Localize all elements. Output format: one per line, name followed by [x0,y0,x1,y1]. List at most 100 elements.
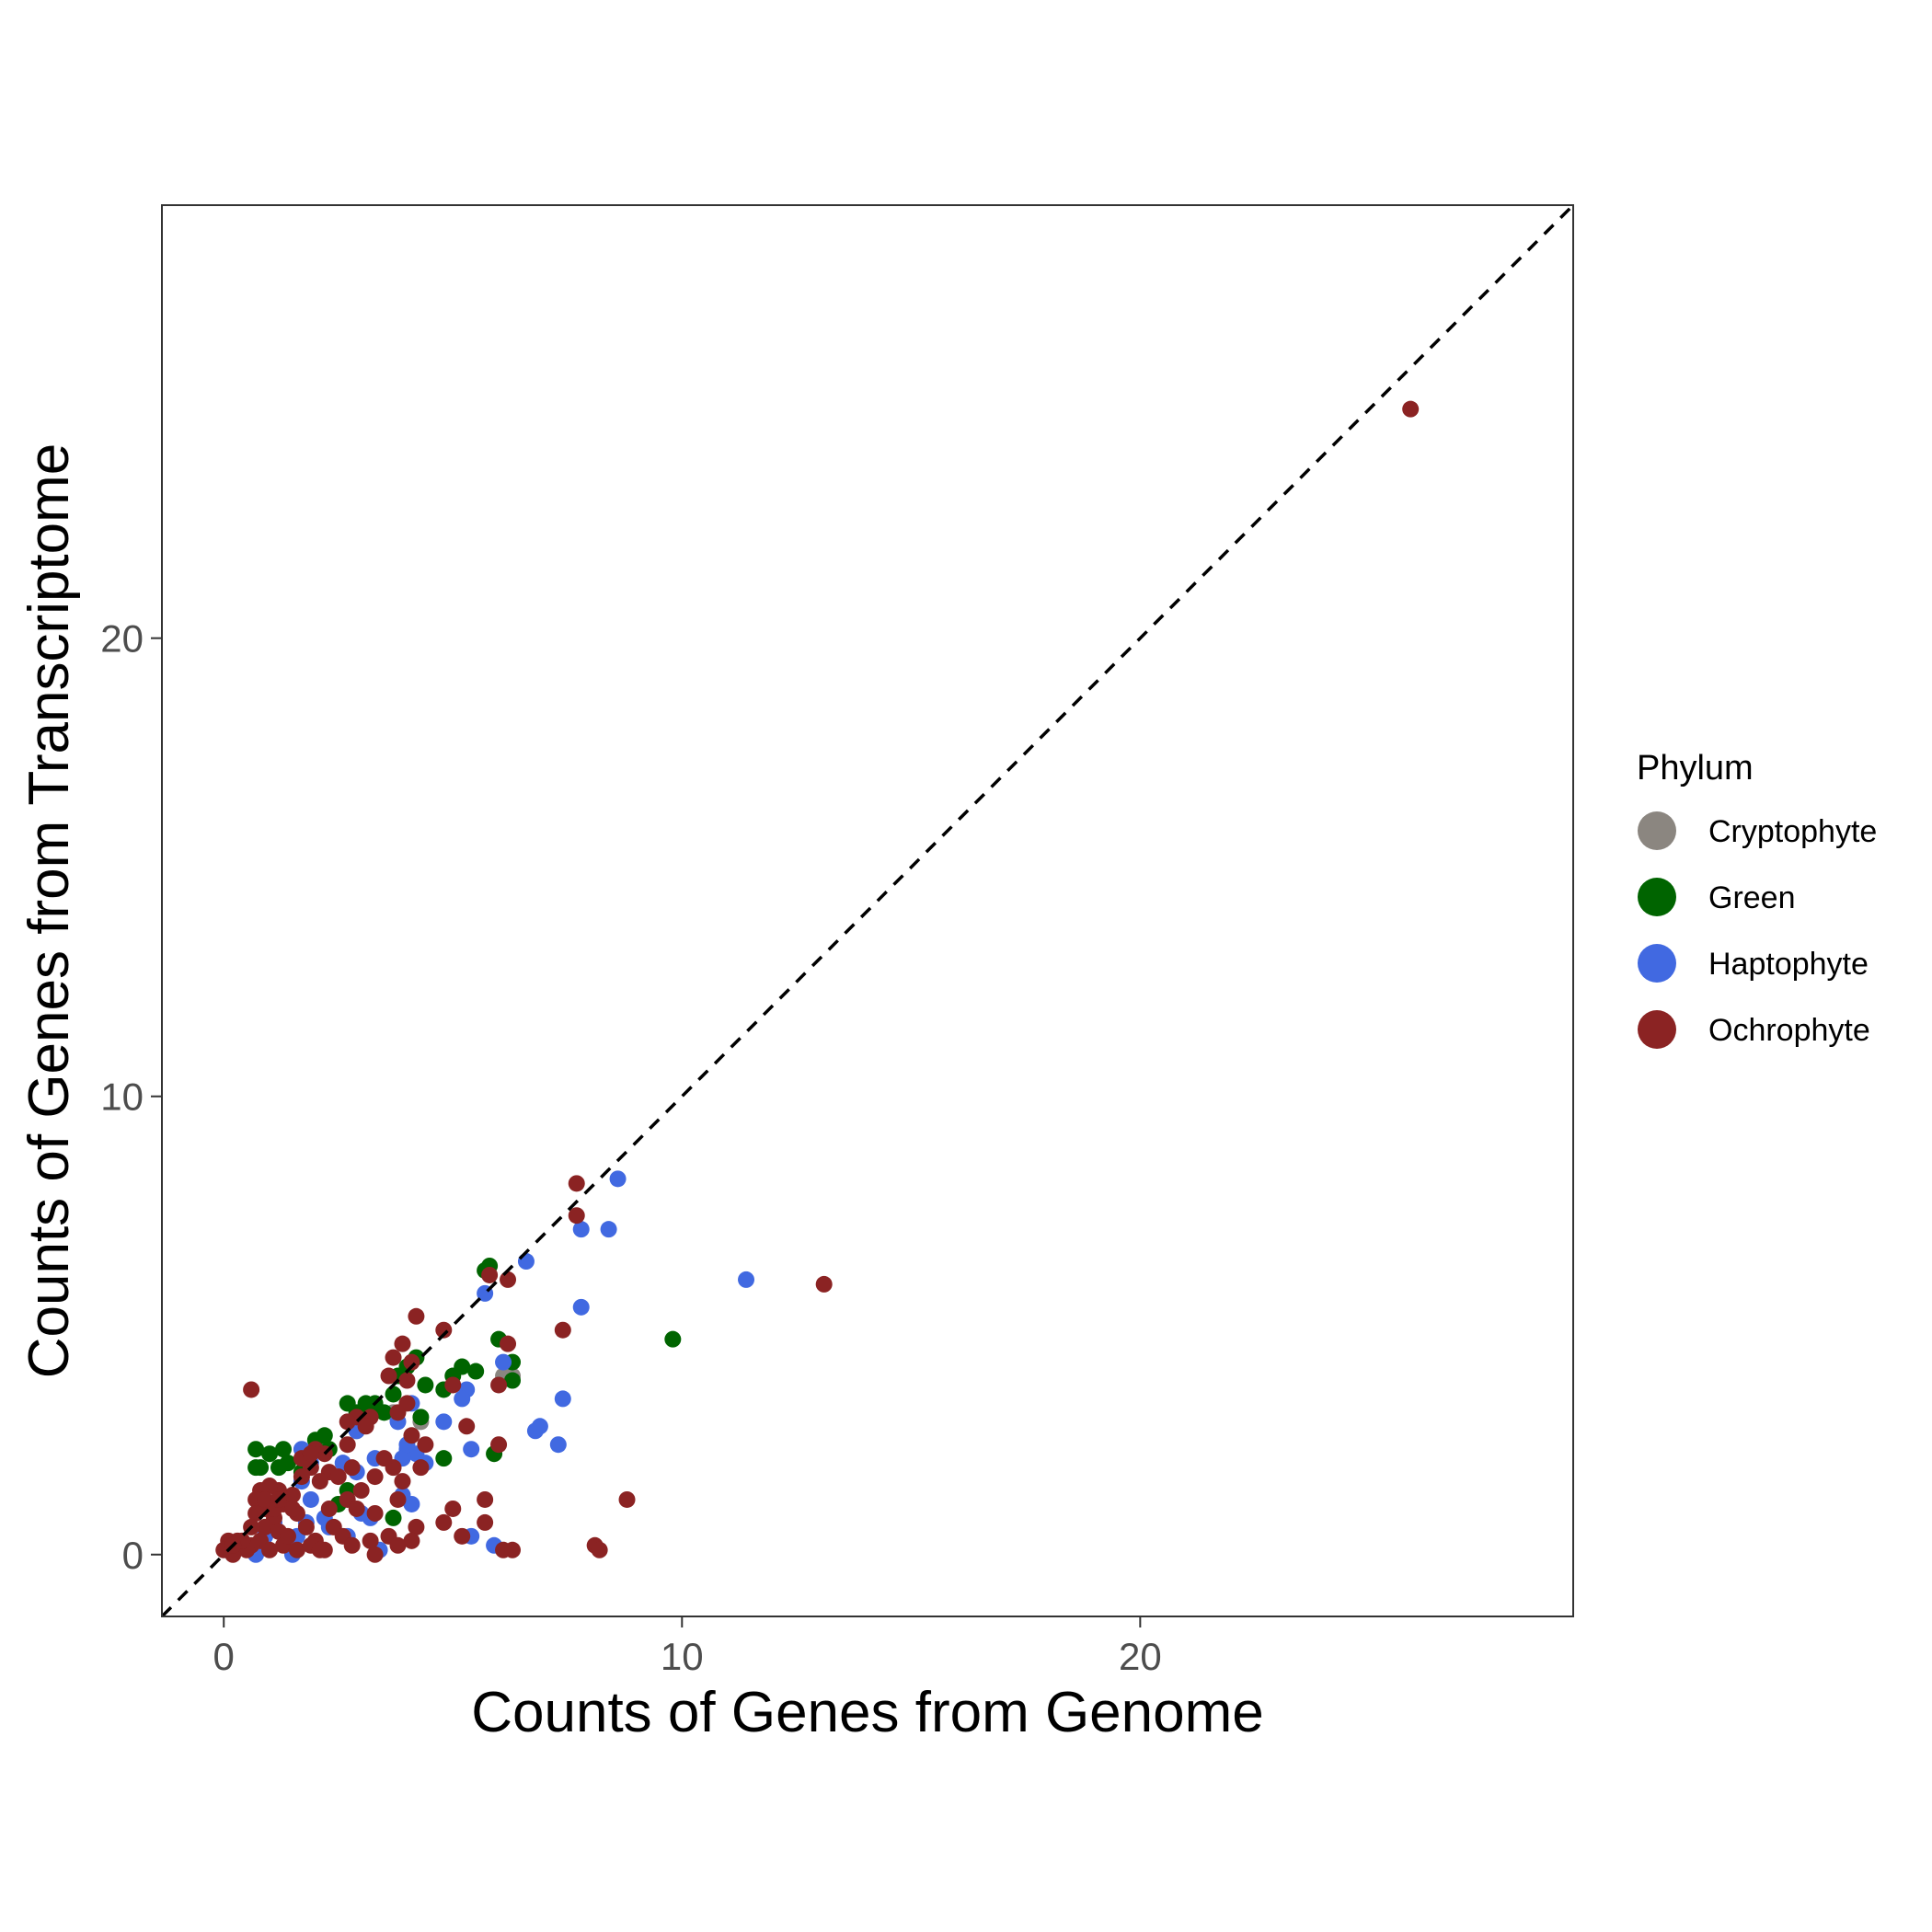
legend: Phylum Cryptophyte Green Haptophyte Ochroph… [1637,749,1877,1049]
data-point-ochrophyte [477,1513,494,1531]
data-point-green [435,1450,453,1467]
data-point-haptophyte [549,1436,567,1454]
data-point-haptophyte [302,1490,319,1508]
data-point-ochrophyte [302,1445,319,1463]
legend-title: Phylum [1637,749,1754,788]
data-point-ochrophyte [329,1468,347,1486]
data-point-ochrophyte [357,1418,374,1435]
data-point-green [385,1509,402,1526]
data-point-ochrophyte [417,1436,434,1454]
data-point-green [270,1459,288,1477]
data-point-ochrophyte [403,1532,420,1549]
legend-label-green: Green [1708,880,1796,915]
data-point-ochrophyte [408,1307,425,1325]
x-tick-label: 20 [1119,1635,1162,1678]
data-point-ochrophyte [257,1490,274,1508]
data-point-ochrophyte [348,1500,365,1517]
data-point-green [504,1372,522,1389]
y-tick-label: 10 [100,1075,144,1119]
data-point-ochrophyte [481,1266,499,1283]
data-point-ochrophyte [257,1518,274,1535]
data-point-green [252,1459,270,1477]
plot-marks [215,400,1420,1563]
data-point-haptophyte [572,1221,590,1238]
identity-reference-line [162,205,1573,1616]
data-point-ochrophyte [568,1207,585,1225]
legend-key-haptophyte [1638,944,1676,983]
data-point-ochrophyte [412,1459,430,1477]
legend-key-cryptophyte [1638,811,1676,850]
data-point-ochrophyte [398,1395,416,1412]
data-point-ochrophyte [352,1482,370,1500]
y-tick-label: 20 [100,617,144,661]
data-point-green [412,1409,430,1426]
data-point-ochrophyte [385,1349,402,1366]
data-point-haptophyte [572,1298,590,1316]
legend-label-ochrophyte: Ochrophyte [1708,1013,1870,1048]
data-point-ochrophyte [339,1413,356,1431]
data-point-ochrophyte [458,1418,476,1435]
data-point-ochrophyte [366,1546,384,1563]
data-point-haptophyte [738,1271,755,1288]
data-point-ochrophyte [408,1518,425,1535]
data-point-green [274,1441,292,1458]
y-tick-label: 0 [122,1534,144,1577]
x-tick-label: 0 [213,1635,235,1678]
data-point-ochrophyte [366,1504,384,1522]
data-point-green [417,1376,434,1394]
data-point-haptophyte [609,1170,627,1188]
y-axis: 0 10 20 [100,617,162,1577]
data-point-ochrophyte [435,1321,453,1339]
data-point-green [247,1441,265,1458]
data-point-ochrophyte [288,1541,305,1558]
data-point-ochrophyte [477,1490,494,1508]
data-point-ochrophyte [1402,400,1420,418]
data-point-ochrophyte [490,1376,508,1394]
data-point-ochrophyte [403,1427,420,1444]
data-point-ochrophyte [398,1372,416,1389]
legend-key-green [1638,878,1676,916]
data-point-ochrophyte [362,1532,379,1549]
data-point-green [385,1386,402,1403]
data-point-ochrophyte [435,1513,453,1531]
data-point-haptophyte [517,1253,535,1271]
data-point-green [375,1404,393,1421]
data-point-haptophyte [403,1495,420,1512]
data-point-ochrophyte [279,1527,296,1545]
data-point-ochrophyte [311,1541,328,1558]
data-point-ochrophyte [504,1541,522,1558]
data-point-ochrophyte [500,1335,517,1352]
data-point-ochrophyte [320,1500,338,1517]
data-point-ochrophyte [283,1500,301,1517]
data-point-ochrophyte [343,1536,361,1554]
data-point-ochrophyte [339,1436,356,1454]
data-point-ochrophyte [554,1321,571,1339]
plot-panel-border [161,204,1574,1617]
x-axis-label: Counts of Genes from Genome [471,1681,1264,1744]
data-point-ochrophyte [243,1381,260,1398]
data-point-green [261,1445,279,1463]
data-point-haptophyte [600,1221,617,1238]
data-point-haptophyte [435,1413,453,1431]
data-point-ochrophyte [815,1275,833,1293]
data-point-haptophyte [463,1441,480,1458]
legend-label-haptophyte: Haptophyte [1708,947,1869,982]
data-point-ochrophyte [403,1353,420,1371]
data-point-ochrophyte [389,1536,407,1554]
data-point-ochrophyte [385,1459,402,1477]
y-axis-label: Counts of Genes from Transcriptome [17,443,81,1379]
data-point-ochrophyte [389,1490,407,1508]
data-point-green [467,1363,485,1380]
data-point-haptophyte [554,1390,571,1408]
data-point-ochrophyte [311,1473,328,1490]
data-point-ochrophyte [454,1527,471,1545]
data-point-ochrophyte [394,1473,411,1490]
legend-label-cryptophyte: Cryptophyte [1708,814,1877,849]
data-point-haptophyte [454,1390,471,1408]
data-point-ochrophyte [261,1541,279,1558]
data-point-ochrophyte [343,1459,361,1477]
data-point-ochrophyte [490,1436,508,1454]
data-point-haptophyte [531,1418,548,1435]
